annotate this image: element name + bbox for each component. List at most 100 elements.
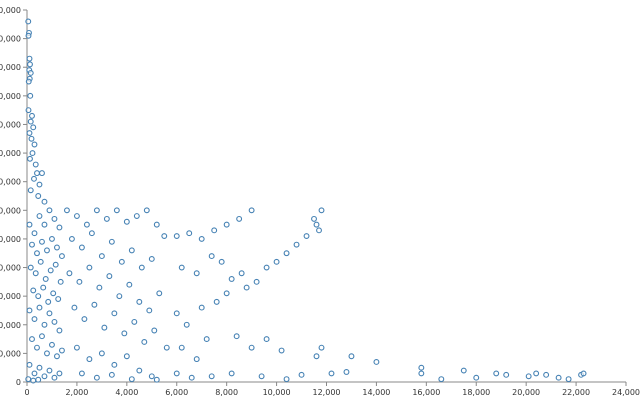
point bbox=[146, 307, 153, 314]
y-tick-label: 50,000 bbox=[0, 235, 21, 244]
point bbox=[173, 233, 180, 240]
x-tick-label: 20,000 bbox=[512, 388, 540, 397]
point bbox=[218, 258, 225, 265]
point bbox=[203, 336, 210, 343]
point bbox=[34, 344, 40, 351]
point bbox=[57, 278, 64, 285]
point bbox=[123, 218, 130, 225]
point bbox=[58, 253, 65, 260]
point bbox=[26, 55, 33, 62]
point bbox=[26, 130, 33, 136]
point bbox=[343, 369, 350, 375]
point bbox=[41, 198, 48, 205]
point bbox=[493, 370, 500, 377]
point bbox=[35, 376, 42, 383]
point bbox=[211, 227, 218, 234]
point bbox=[35, 293, 42, 300]
point bbox=[143, 207, 150, 214]
point bbox=[31, 175, 37, 182]
point bbox=[56, 370, 63, 377]
point bbox=[126, 281, 133, 288]
point bbox=[73, 344, 80, 351]
point bbox=[58, 347, 65, 354]
point bbox=[283, 250, 290, 257]
point bbox=[96, 284, 103, 291]
point bbox=[91, 301, 98, 308]
point bbox=[136, 367, 143, 374]
point bbox=[31, 316, 38, 322]
point bbox=[47, 267, 54, 274]
point bbox=[51, 374, 58, 381]
point bbox=[133, 213, 140, 219]
point bbox=[473, 374, 480, 381]
point bbox=[148, 256, 155, 262]
point bbox=[293, 241, 300, 248]
point bbox=[178, 344, 185, 351]
point bbox=[93, 207, 100, 214]
y-tick-label: 90,000 bbox=[0, 120, 21, 129]
point bbox=[68, 235, 75, 242]
point bbox=[111, 310, 118, 317]
point bbox=[49, 235, 55, 242]
point bbox=[263, 264, 270, 271]
point bbox=[29, 112, 35, 119]
x-tick-label: 8,000 bbox=[215, 388, 238, 397]
point bbox=[25, 376, 32, 383]
point bbox=[39, 238, 45, 245]
point bbox=[53, 353, 60, 360]
point bbox=[163, 344, 170, 351]
point bbox=[198, 304, 205, 311]
point bbox=[173, 310, 180, 317]
point bbox=[29, 336, 35, 343]
point bbox=[460, 367, 467, 374]
point bbox=[28, 135, 35, 142]
point bbox=[223, 290, 230, 297]
point bbox=[238, 270, 245, 277]
point bbox=[31, 230, 38, 237]
x-tick-label: 22,000 bbox=[562, 388, 590, 397]
point bbox=[49, 341, 55, 348]
point bbox=[136, 298, 143, 305]
point bbox=[208, 253, 215, 260]
x-tick-label: 18,000 bbox=[462, 388, 490, 397]
point bbox=[27, 70, 34, 76]
point bbox=[248, 207, 255, 214]
y-tick-label: 130,000 bbox=[0, 6, 21, 15]
point bbox=[50, 290, 57, 297]
point bbox=[39, 170, 45, 177]
point bbox=[316, 227, 322, 234]
point bbox=[248, 344, 255, 351]
point bbox=[81, 316, 88, 322]
point bbox=[34, 250, 40, 257]
point bbox=[27, 61, 33, 68]
x-tick-label: 12,000 bbox=[313, 388, 341, 397]
point bbox=[44, 247, 50, 254]
point bbox=[37, 258, 44, 265]
point bbox=[186, 230, 193, 237]
point bbox=[233, 333, 240, 340]
point bbox=[93, 374, 100, 381]
point bbox=[34, 170, 40, 177]
x-tick-label: 2,000 bbox=[65, 388, 88, 397]
point bbox=[123, 353, 130, 360]
point bbox=[183, 321, 190, 328]
point bbox=[121, 330, 128, 337]
point bbox=[30, 377, 37, 384]
point bbox=[66, 270, 73, 277]
point bbox=[106, 273, 113, 280]
point bbox=[41, 321, 48, 328]
x-tick-label: 0 bbox=[24, 388, 29, 397]
point bbox=[555, 374, 562, 381]
point bbox=[373, 359, 380, 365]
point bbox=[263, 336, 270, 343]
point bbox=[36, 181, 43, 188]
point bbox=[30, 124, 37, 131]
point bbox=[32, 161, 39, 168]
point bbox=[198, 235, 205, 242]
point bbox=[55, 296, 62, 302]
point bbox=[223, 221, 230, 228]
y-tick-label: 80,000 bbox=[0, 149, 21, 158]
y-tick-label: 110,000 bbox=[0, 63, 21, 72]
y-tick-label: 10,000 bbox=[0, 349, 21, 358]
